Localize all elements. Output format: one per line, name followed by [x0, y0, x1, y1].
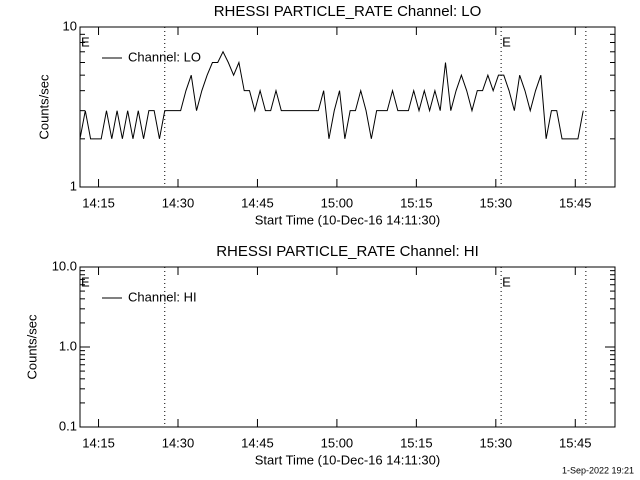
x-axis-label: Start Time (10-Dec-16 14:11:30): [255, 212, 440, 227]
x-tick-label: 14:45: [241, 435, 274, 450]
data-line: [79, 50, 584, 140]
x-tick-label: 15:30: [480, 435, 513, 450]
annotation: E: [502, 274, 511, 289]
annotation: E: [81, 274, 90, 289]
chart-title: RHESSI PARTICLE_RATE Channel: LO: [214, 3, 482, 20]
y-tick-label: 10: [63, 18, 77, 33]
x-tick-label: 15:45: [559, 195, 592, 210]
annotation: E: [81, 34, 90, 49]
x-tick-label: 14:15: [82, 195, 115, 210]
legend-label: Channel: HI: [128, 289, 197, 304]
legend-label: Channel: LO: [128, 49, 201, 64]
y-axis-label: Counts/sec: [36, 74, 51, 140]
x-tick-label: 15:00: [321, 435, 354, 450]
timestamp: 1-Sep-2022 19:21: [562, 465, 634, 475]
x-tick-label: 15:15: [400, 195, 433, 210]
chart-title: RHESSI PARTICLE_RATE Channel: HI: [216, 243, 479, 260]
x-tick-label: 14:15: [82, 435, 115, 450]
y-tick-label: 0.1: [59, 418, 77, 433]
x-tick-label: 15:00: [321, 195, 354, 210]
x-tick-label: 14:30: [162, 195, 195, 210]
x-tick-label: 15:15: [400, 435, 433, 450]
y-axis-label: Counts/sec: [24, 314, 39, 380]
annotation: E: [502, 34, 511, 49]
plot-frame: [79, 26, 616, 188]
x-tick-label: 14:45: [241, 195, 274, 210]
y-tick-label: 1.0: [59, 338, 77, 353]
x-axis-label: Start Time (10-Dec-16 14:11:30): [255, 452, 440, 467]
y-tick-label: 10.0: [52, 258, 77, 273]
y-tick-label: 1: [70, 178, 77, 193]
x-tick-label: 15:45: [559, 435, 592, 450]
x-tick-label: 15:30: [480, 195, 513, 210]
x-tick-label: 14:30: [162, 435, 195, 450]
